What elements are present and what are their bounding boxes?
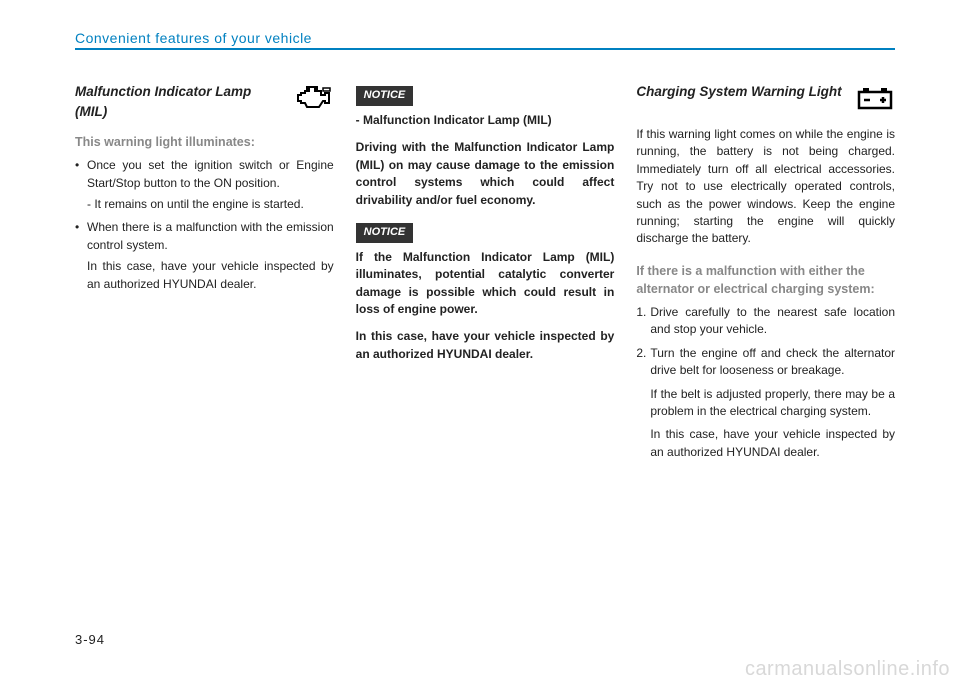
charging-body: If this warning light comes on while the… (636, 126, 895, 248)
notice-label: NOTICE (356, 86, 414, 106)
num-marker: 1. (636, 304, 650, 339)
notice1-body: Driving with the Malfunction Indicator L… (356, 139, 615, 209)
bullet-item: • When there is a malfunction with the e… (75, 219, 334, 254)
bullet-marker: • (75, 157, 87, 192)
bullet-after: In this case, have your vehicle inspecte… (87, 258, 334, 293)
after-text: In this case, have your vehicle inspecte… (650, 426, 895, 461)
bullet-sub: - It remains on until the engine is star… (87, 196, 334, 213)
mil-heading-text: Malfunction Indicator Lamp (MIL) (75, 82, 294, 121)
battery-icon (855, 82, 895, 114)
mil-subheading: This warning light illuminates: (75, 133, 334, 151)
mil-heading: Malfunction Indicator Lamp (MIL) (75, 82, 334, 121)
page-number: 3-94 (75, 632, 105, 647)
content-columns: Malfunction Indicator Lamp (MIL) This wa… (75, 82, 895, 467)
bullet-text: Once you set the ignition switch or Engi… (87, 157, 334, 192)
page-header: Convenient features of your vehicle (75, 30, 895, 50)
numbered-item: 1. Drive carefully to the nearest safe l… (636, 304, 895, 339)
num-text: Turn the engine off and check the altern… (650, 345, 895, 380)
notice1-title: - Malfunction Indicator Lamp (MIL) (356, 112, 615, 129)
bullet-item: • Once you set the ignition switch or En… (75, 157, 334, 192)
num-marker: 2. (636, 345, 650, 380)
column-right: Charging System Warning Light If this wa… (636, 82, 895, 467)
notice2-body2: In this case, have your vehicle inspecte… (356, 328, 615, 363)
numbered-item: 2. Turn the engine off and check the alt… (636, 345, 895, 380)
notice2-body1: If the Malfunction Indicator Lamp (MIL) … (356, 249, 615, 319)
watermark: carmanualsonline.info (745, 658, 950, 681)
header-rule (75, 48, 895, 50)
header-title: Convenient features of your vehicle (75, 30, 895, 46)
after-text: If the belt is adjusted properly, there … (650, 386, 895, 421)
notice-label: NOTICE (356, 223, 414, 243)
column-middle: NOTICE - Malfunction Indicator Lamp (MIL… (356, 82, 615, 467)
charging-subheading: If there is a malfunction with either th… (636, 262, 895, 298)
bullet-marker: • (75, 219, 87, 254)
bullet-text: When there is a malfunction with the emi… (87, 219, 334, 254)
engine-icon (294, 82, 334, 114)
column-left: Malfunction Indicator Lamp (MIL) This wa… (75, 82, 334, 467)
num-text: Drive carefully to the nearest safe loca… (650, 304, 895, 339)
charging-heading-text: Charging System Warning Light (636, 82, 855, 102)
charging-heading: Charging System Warning Light (636, 82, 895, 114)
